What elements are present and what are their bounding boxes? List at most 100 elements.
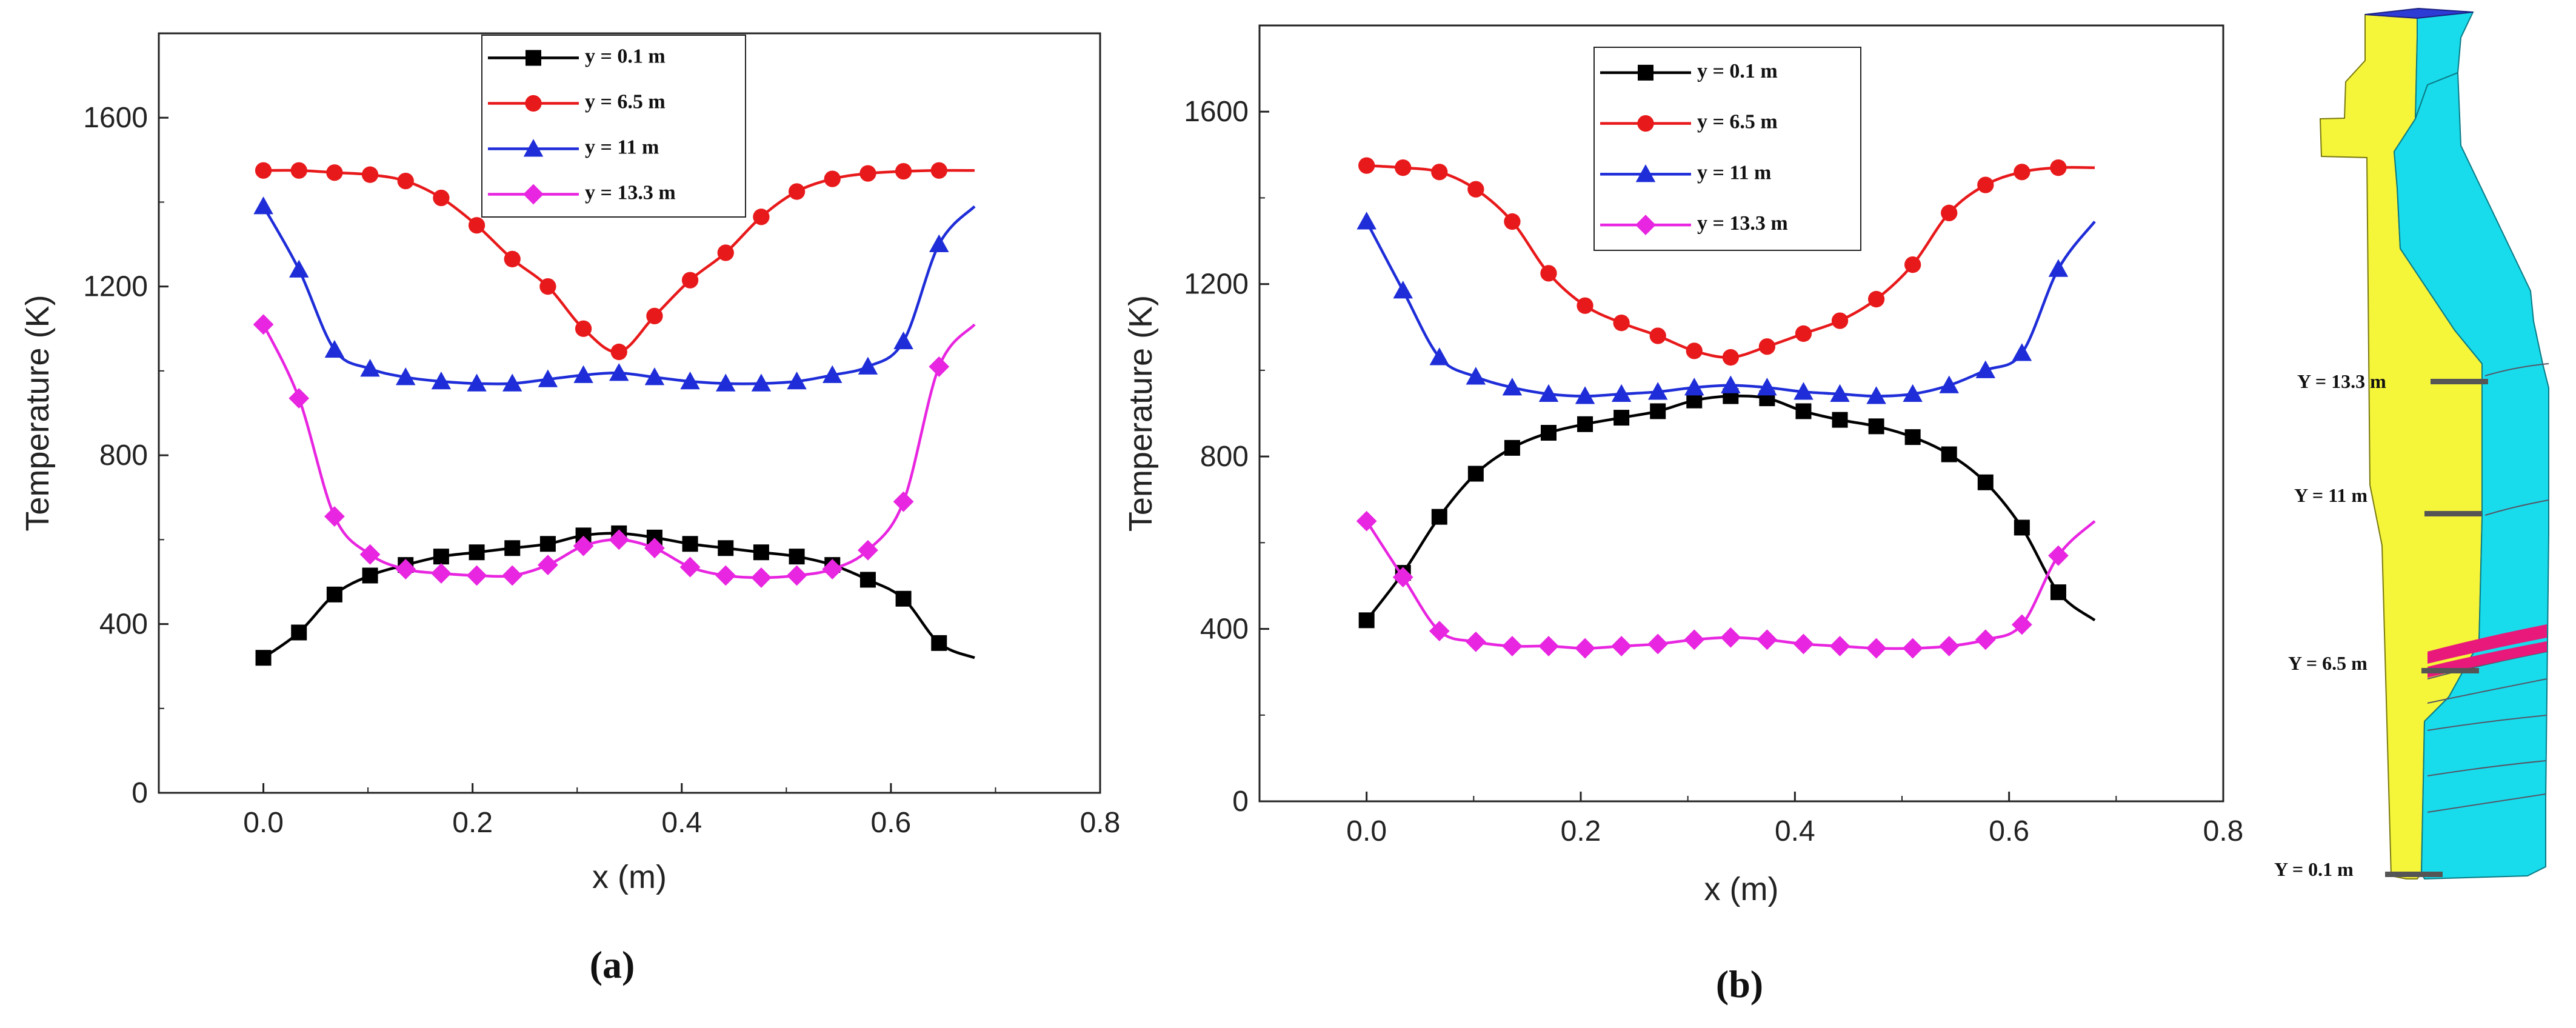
- y-tick-label: 400: [1200, 613, 1249, 646]
- data-point: [504, 540, 521, 556]
- data-point: [504, 250, 521, 268]
- data-point: [644, 367, 665, 386]
- data-point: [360, 359, 380, 377]
- data-point: [931, 635, 947, 651]
- data-point: [751, 373, 772, 392]
- series-triangle: [253, 196, 976, 392]
- data-point: [1722, 349, 1739, 366]
- y-tick-label: 400: [99, 609, 148, 641]
- data-point: [1829, 636, 1850, 656]
- data-point: [1941, 446, 1957, 462]
- data-point: [893, 491, 914, 512]
- data-point: [1538, 384, 1559, 402]
- data-point: [538, 369, 558, 387]
- data-point: [1975, 629, 1996, 650]
- data-point: [502, 565, 523, 586]
- legend-marker: [1637, 115, 1654, 132]
- data-point: [1866, 638, 1887, 659]
- data-point: [2050, 584, 2066, 601]
- data-point: [1684, 378, 1704, 396]
- data-point: [1577, 416, 1593, 432]
- legend-marker: [1635, 164, 1656, 182]
- data-point: [859, 165, 876, 182]
- data-point: [1867, 290, 1885, 308]
- series-diamond: [1356, 510, 2096, 659]
- data-point: [326, 164, 343, 181]
- data-point: [1613, 315, 1630, 332]
- data-point: [538, 555, 558, 575]
- geometry-marker-13-3: [2431, 379, 2488, 384]
- data-point: [1502, 378, 1523, 396]
- legend-marker: [1635, 215, 1656, 236]
- data-point: [717, 244, 734, 261]
- data-point: [1575, 386, 1595, 404]
- data-point: [718, 540, 734, 556]
- geometry-heating-band: [2428, 624, 2547, 664]
- y-tick-label: 1600: [1184, 96, 1249, 128]
- data-point: [1502, 636, 1523, 656]
- data-point: [253, 196, 273, 215]
- x-axis-title: x (m): [1704, 871, 1779, 907]
- geometry-segment-lines: [2427, 363, 2549, 813]
- data-point: [289, 259, 309, 278]
- data-point: [1392, 567, 1413, 588]
- data-point: [1431, 509, 1447, 525]
- data-point: [1977, 176, 1994, 193]
- data-point: [1721, 375, 1741, 393]
- geometry-label-6-5: Y = 6.5 m: [2288, 652, 2367, 674]
- chart-caption: (a): [590, 943, 635, 986]
- x-tick-label: 0.2: [1561, 815, 1601, 847]
- x-axis-title: x (m): [592, 859, 667, 895]
- data-point: [433, 549, 449, 565]
- legend-entry: y = 11 m: [1697, 161, 1771, 184]
- data-point: [929, 234, 949, 253]
- data-point: [1939, 375, 1959, 393]
- data-point: [324, 506, 345, 527]
- data-point: [1356, 212, 1376, 230]
- series-square: [255, 525, 975, 666]
- data-point: [930, 162, 947, 179]
- data-point: [1429, 347, 1450, 365]
- data-point: [893, 331, 913, 350]
- y-tick-label: 1600: [83, 102, 148, 134]
- data-point: [788, 183, 806, 200]
- legend-entry: y = 0.1 m: [1697, 60, 1778, 82]
- data-point: [1647, 382, 1668, 400]
- data-point: [679, 556, 701, 578]
- data-point: [575, 320, 592, 337]
- data-point: [1395, 159, 1412, 176]
- data-point: [1538, 636, 1559, 656]
- legend-marker: [1638, 64, 1653, 81]
- data-point: [823, 365, 843, 383]
- data-point: [1577, 297, 1593, 314]
- data-point: [787, 372, 807, 390]
- series-diamond: [253, 314, 976, 588]
- data-point: [2014, 164, 2030, 181]
- x-tick-label: 0.6: [1989, 815, 2029, 847]
- series-circle: [255, 162, 975, 361]
- data-point: [1830, 384, 1850, 402]
- data-point: [1903, 384, 1923, 402]
- x-tick-label: 0.6: [871, 807, 912, 839]
- legend-entry: y = 6.5 m: [585, 91, 666, 113]
- geometry-label-0-1: Y = 0.1 m: [2274, 858, 2354, 880]
- legend-entry: y = 0.1 m: [585, 45, 666, 68]
- data-point: [2048, 545, 2069, 566]
- data-point: [1832, 412, 1848, 428]
- data-point: [1541, 425, 1557, 441]
- data-point: [469, 544, 485, 561]
- legend-marker: [523, 139, 544, 157]
- data-point: [1758, 338, 1776, 355]
- data-point: [1393, 281, 1413, 299]
- data-point: [1650, 403, 1666, 419]
- y-tick-label: 1200: [1184, 269, 1249, 301]
- data-point: [1431, 164, 1448, 181]
- legend-marker: [526, 50, 541, 66]
- data-point: [1649, 327, 1666, 344]
- data-point: [644, 538, 665, 559]
- data-point: [1429, 621, 1450, 642]
- data-point: [753, 544, 769, 561]
- data-point: [1904, 256, 1921, 273]
- data-point: [431, 372, 452, 390]
- data-point: [858, 356, 878, 375]
